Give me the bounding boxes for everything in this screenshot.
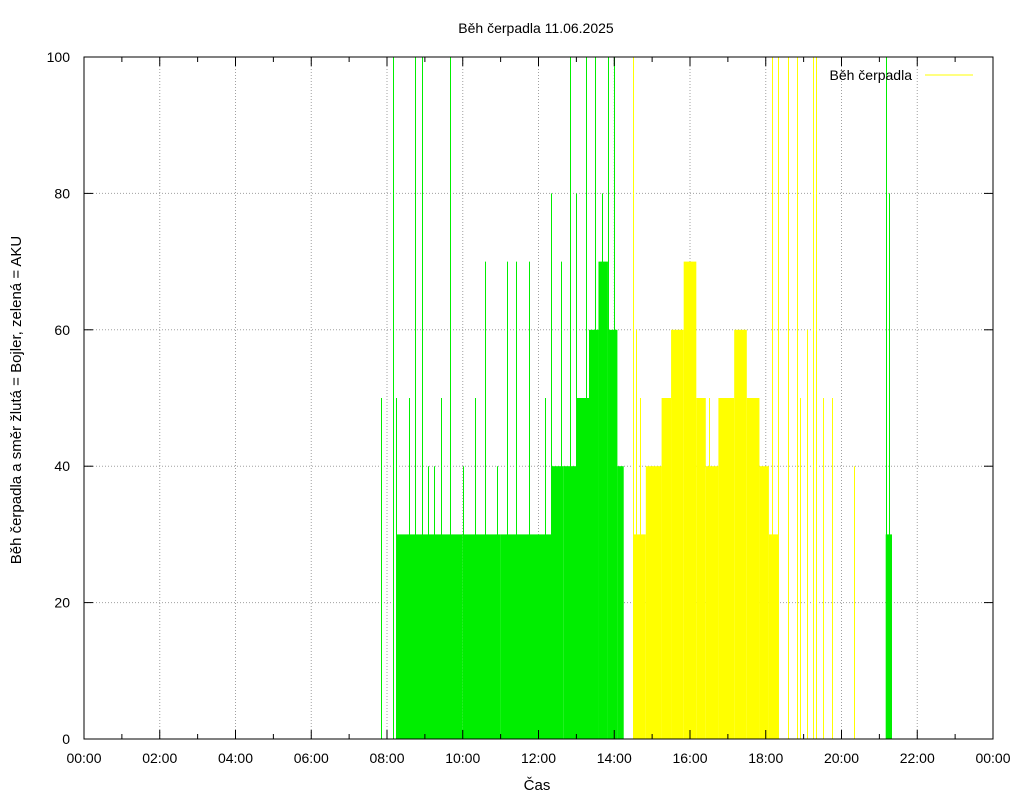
bar-segment <box>538 534 552 739</box>
y-axis-title: Běh čerpadla a směr žlutá = Bojler, zele… <box>8 236 25 565</box>
bar-segment <box>462 534 501 739</box>
x-tick-label: 20:00 <box>824 750 859 766</box>
y-tick-label: 80 <box>54 185 70 201</box>
x-tick-label: 22:00 <box>900 750 935 766</box>
axis-ticks <box>83 56 994 740</box>
x-tick-label: 14:00 <box>597 750 632 766</box>
x-tick-label: 16:00 <box>672 750 707 766</box>
y-tick-label: 0 <box>62 731 70 747</box>
x-tick-label: 02:00 <box>142 750 177 766</box>
bar-segment <box>671 329 684 739</box>
x-tick-label: 10:00 <box>445 750 480 766</box>
series-aku <box>381 57 892 739</box>
y-tick-label: 20 <box>54 595 70 611</box>
bar-segment <box>768 534 779 739</box>
y-tick-label: 40 <box>54 458 70 474</box>
bar-segment <box>576 398 589 739</box>
bar-segment <box>551 466 564 739</box>
bar-segment <box>696 398 706 739</box>
series-bojler <box>633 57 855 739</box>
bar-segment <box>718 398 735 739</box>
bar-segment <box>396 534 416 739</box>
bar-segment <box>759 466 769 739</box>
bar-segment <box>450 534 463 739</box>
bar-segment <box>645 466 662 739</box>
x-tick-label: 00:00 <box>66 750 101 766</box>
y-tick-label: 60 <box>54 322 70 338</box>
bar-segment <box>633 534 646 739</box>
bar-segment <box>598 261 608 739</box>
x-axis-title: Čas <box>524 777 551 794</box>
bar-segment <box>415 534 435 739</box>
x-tick-label: 18:00 <box>748 750 783 766</box>
plot-data <box>381 57 892 739</box>
bar-segment <box>683 261 697 739</box>
x-tick-label: 08:00 <box>369 750 404 766</box>
bar-segment <box>885 534 892 739</box>
bar-segment <box>589 329 599 739</box>
x-tick-label: 06:00 <box>294 750 329 766</box>
y-tick-labels: 0 20 40 60 80 100 <box>47 49 71 747</box>
y-tick-label: 100 <box>47 49 71 65</box>
chart-title: Běh čerpadla 11.06.2025 <box>458 20 614 36</box>
legend: Běh čerpadla <box>829 67 973 83</box>
bar-segment <box>661 398 672 739</box>
bar-segment <box>500 534 539 739</box>
x-tick-label: 12:00 <box>521 750 556 766</box>
bar-segment <box>617 466 624 739</box>
bar-segment <box>705 466 719 739</box>
x-tick-label: 04:00 <box>218 750 253 766</box>
legend-label: Běh čerpadla <box>829 67 912 83</box>
x-tick-labels: 00:00 02:00 04:00 06:00 08:00 10:00 12:00 14:00… <box>66 750 1010 766</box>
bar-segment <box>734 329 747 739</box>
bar-segment <box>607 329 618 739</box>
x-tick-label: 00:00 <box>975 750 1010 766</box>
bar-segment <box>434 534 451 739</box>
bar-segment <box>746 398 760 739</box>
